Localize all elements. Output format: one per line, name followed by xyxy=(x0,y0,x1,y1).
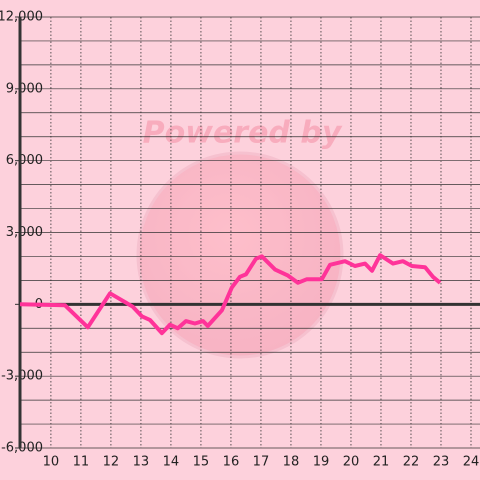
data-line xyxy=(19,253,442,336)
x-tick-label: 17 xyxy=(253,455,270,470)
x-tick-label: 19 xyxy=(313,455,330,470)
y-tick-label: 3,000 xyxy=(6,225,43,240)
x-tick-label: 15 xyxy=(193,455,210,470)
x-tick-label: 18 xyxy=(283,455,300,470)
x-tick-label: 16 xyxy=(223,455,240,470)
y-tick-label: 6,000 xyxy=(6,153,43,168)
x-tick-label: 10 xyxy=(43,455,60,470)
x-tick-label: 11 xyxy=(73,455,90,470)
x-tick-label: 14 xyxy=(163,455,180,470)
watermark: Powered by xyxy=(143,116,343,151)
x-tick-label: 23 xyxy=(433,455,450,470)
x-tick-label: 22 xyxy=(403,455,420,470)
x-tick-label: 20 xyxy=(343,455,360,470)
y-tick-label: 9,000 xyxy=(6,81,43,96)
watermark-logo xyxy=(136,151,344,359)
x-tick-label: 12 xyxy=(103,455,120,470)
y-tick-label: -3,000 xyxy=(1,369,43,384)
y-tick-label: -6,000 xyxy=(1,441,43,456)
x-tick-label: 21 xyxy=(373,455,390,470)
x-tick-label: 24 xyxy=(463,455,480,470)
x-tick-label: 13 xyxy=(133,455,150,470)
